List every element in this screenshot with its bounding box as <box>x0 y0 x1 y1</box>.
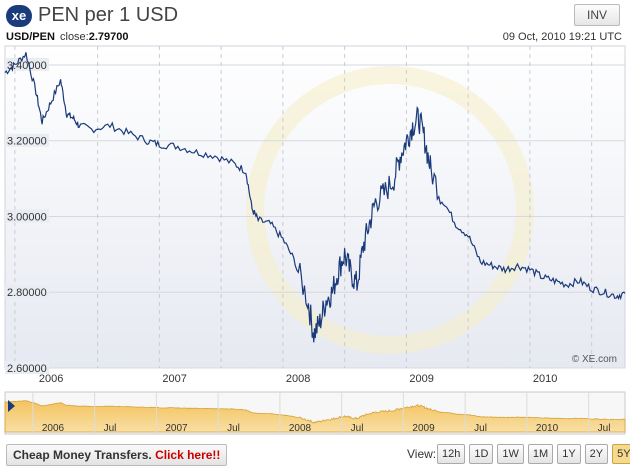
range-button-12h[interactable]: 12h <box>437 444 466 464</box>
y-tick-label-bg <box>5 285 49 299</box>
xe-logo: xe <box>6 5 32 27</box>
navigator-tick-label: Jul <box>474 423 487 434</box>
horizontal-gridlines <box>5 64 625 369</box>
chart-header: xe PEN per 1 USD INV <box>0 0 630 30</box>
close-number: 2.79700 <box>88 31 129 43</box>
x-tick-label: 2009 <box>409 373 433 385</box>
navigator-tick-label: 2010 <box>536 423 559 434</box>
navigator-tick-label: 2007 <box>165 423 188 434</box>
cheap-transfers-text: Cheap Money Transfers. <box>13 448 152 462</box>
navigator-tick-label: 2008 <box>289 423 312 434</box>
rate-chart: 2.60000 2.80000 3.00000 3.20000 3.40000 © XE… <box>4 45 626 435</box>
navigator-labels: 2006 Jul 2007 Jul 2008 Jul 2009 Jul 2010 Jul <box>32 392 611 434</box>
navigator-tick-label: Jul <box>227 423 240 434</box>
currency-pair: USD/PEN <box>6 31 55 43</box>
x-tick-label: 2006 <box>39 373 63 385</box>
y-tick-label-bg <box>5 133 49 147</box>
y-tick-label-bg <box>5 361 49 374</box>
invert-button[interactable]: INV <box>574 4 620 26</box>
timestamp: 09 Oct, 2010 19:21 UTC <box>502 31 622 43</box>
y-tick-label: 2.80000 <box>7 287 47 299</box>
range-button-2y[interactable]: 2Y <box>584 444 609 464</box>
navigator-tick-label: Jul <box>598 423 611 434</box>
x-tick-label: 2007 <box>162 373 186 385</box>
x-axis-labels: 2006 2007 2008 2009 2010 <box>39 373 558 385</box>
navigator-tick-label: 2009 <box>412 423 435 434</box>
close-value: close:2.79700 <box>60 31 129 43</box>
y-tick-label-bg <box>5 209 49 223</box>
copyright-watermark: © XE.com <box>572 354 617 365</box>
y-tick-label-bg <box>5 57 49 71</box>
vertical-gridlines <box>14 46 593 368</box>
chart-title: PEN per 1 USD <box>38 4 179 26</box>
click-here-text: Click here!! <box>155 448 221 462</box>
y-tick-label: 3.00000 <box>7 211 47 223</box>
y-tick-label: 3.20000 <box>7 136 47 148</box>
view-label: View: <box>407 447 437 461</box>
navigator-tick-label: Jul <box>351 423 364 434</box>
close-label: close: <box>60 31 89 43</box>
rate-series-line <box>4 52 626 343</box>
range-button-1d[interactable]: 1D <box>469 444 494 464</box>
y-tick-label: 3.40000 <box>7 60 47 72</box>
cheap-money-transfers-link[interactable]: Cheap Money Transfers. Click here!! <box>6 444 228 466</box>
navigator-handle-icon[interactable] <box>8 400 15 412</box>
navigator-series <box>4 400 626 433</box>
navigator-tick-label: Jul <box>104 423 117 434</box>
watermark-logo <box>246 66 534 354</box>
range-button-1y[interactable]: 1Y <box>557 444 581 464</box>
navigator-tick-label: 2006 <box>42 423 65 434</box>
range-button-5y[interactable]: 5Y <box>612 444 630 464</box>
x-tick-label: 2010 <box>533 373 557 385</box>
x-tick-label: 2008 <box>286 373 310 385</box>
range-buttons: 12h 1D 1W 1M 1Y 2Y 5Y <box>437 444 630 464</box>
range-button-1w[interactable]: 1W <box>497 444 524 464</box>
y-tick-label: 2.60000 <box>7 363 47 375</box>
y-axis-labels: 2.60000 2.80000 3.00000 3.20000 3.40000 <box>5 57 49 375</box>
range-button-1m[interactable]: 1M <box>527 444 554 464</box>
